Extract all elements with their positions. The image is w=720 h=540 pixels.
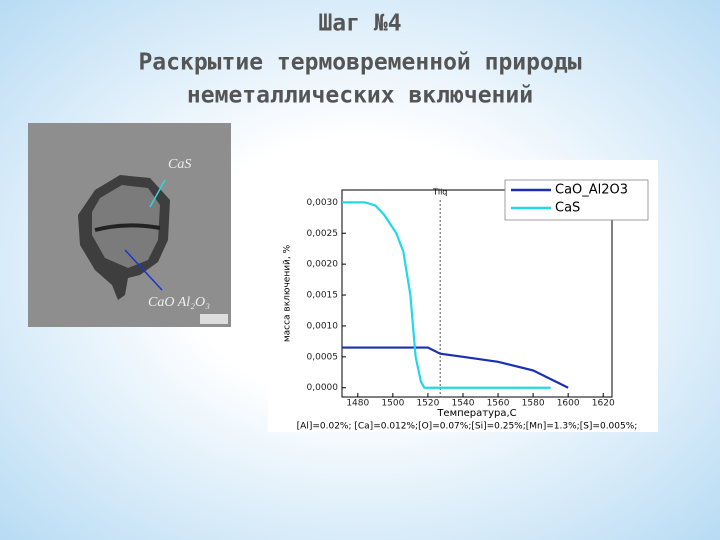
x-tick-label: 1480 — [346, 399, 369, 409]
y-tick-label: 0,0025 — [307, 229, 339, 239]
slide-title: Шаг №4 — [318, 11, 401, 37]
slide-subtitle: Раскрытие термовременной природы — [138, 50, 581, 76]
y-tick-label: 0,0020 — [307, 260, 339, 270]
x-tick-label: 1560 — [487, 399, 510, 409]
y-tick-label: 0,0010 — [307, 321, 339, 331]
y-tick-label: 0,0005 — [307, 352, 339, 362]
y-tick-label: 0,0030 — [307, 198, 339, 208]
y-tick-label: 0,0000 — [307, 383, 339, 393]
caption: [Al]=0.02%; [Ca]=0.012%;[O]=0.07%;[Si]=0… — [297, 422, 638, 432]
micro-label: CaO Al₂O₃ — [148, 295, 210, 310]
x-tick-label: 1540 — [452, 399, 475, 409]
x-tick-label: 1620 — [592, 399, 615, 409]
y-tick-label: 0,0015 — [307, 291, 339, 301]
legend-box — [504, 179, 649, 221]
micrograph: CaS CaO Al₂O₃ — [28, 123, 231, 327]
x-tick-label: 1500 — [381, 399, 404, 409]
legend-label: CaO_Al2O3 — [555, 183, 628, 198]
plot-frame — [341, 189, 613, 398]
series-line — [342, 346, 569, 389]
slide-subtitle: неметаллических включений — [187, 83, 533, 109]
series-line — [342, 201, 551, 389]
y-axis-label: масса включений, % — [283, 244, 293, 342]
legend-label: CaS — [555, 201, 580, 216]
x-tick-label: 1600 — [557, 399, 580, 409]
x-tick-label: 1520 — [416, 399, 439, 409]
micro-label: CaS — [168, 157, 191, 172]
chart: 0,0000 0,0005 0,0010 0,0015 0,0020 0,0025 0,00… — [283, 179, 649, 432]
x-tick-label: 1580 — [522, 399, 545, 409]
x-axis-label: Температура,C — [436, 408, 516, 419]
annotation-label: Tliq — [432, 188, 447, 197]
